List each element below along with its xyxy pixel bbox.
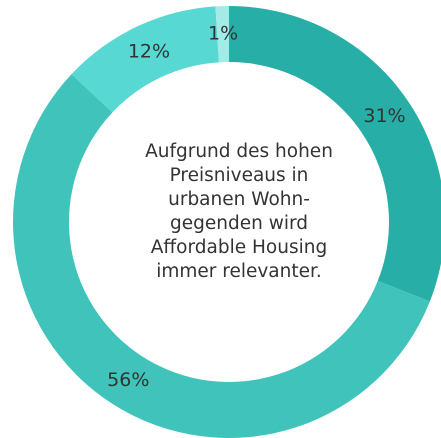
center-text: Aufgrund des hohen [145, 141, 333, 162]
center-text: Preisniveaus in [170, 165, 309, 186]
donut-segment [13, 74, 430, 438]
center-text: Affordable Housing [151, 237, 327, 258]
donut-segment [71, 6, 219, 113]
value-label: 1% [208, 23, 238, 45]
center-text: urbanen Wohn- [168, 189, 310, 210]
center-text: gegenden wird [170, 213, 308, 234]
value-label: 56% [107, 369, 149, 391]
donut-segment [215, 6, 229, 63]
value-label: 12% [128, 40, 170, 62]
value-label: 31% [363, 105, 405, 127]
donut-segment [229, 6, 441, 302]
center-text: immer relevanter. [156, 261, 322, 282]
